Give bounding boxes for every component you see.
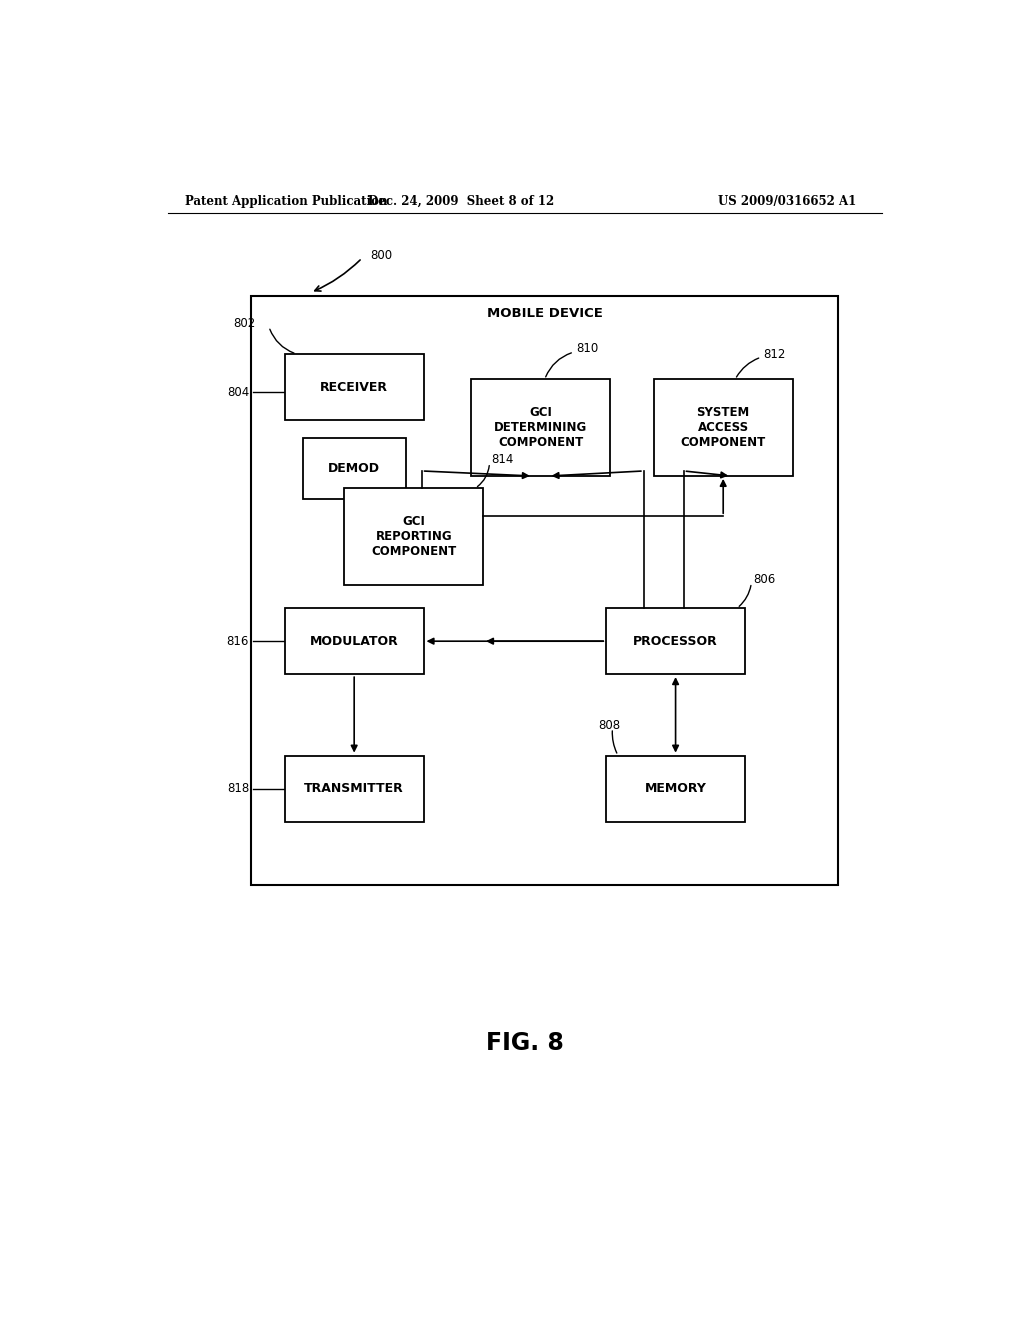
- Text: 810: 810: [577, 342, 599, 355]
- Text: 814: 814: [492, 453, 513, 466]
- Bar: [251, 296, 839, 886]
- Bar: [344, 488, 483, 585]
- Text: GCI
REPORTING
COMPONENT: GCI REPORTING COMPONENT: [371, 515, 457, 558]
- Bar: [285, 354, 424, 420]
- Bar: [285, 755, 424, 821]
- Text: GCI
DETERMINING
COMPONENT: GCI DETERMINING COMPONENT: [494, 407, 588, 449]
- Bar: [606, 609, 745, 675]
- Text: PROCESSOR: PROCESSOR: [633, 635, 718, 648]
- Bar: [285, 609, 424, 675]
- Text: Patent Application Publication: Patent Application Publication: [185, 194, 388, 207]
- Text: SYSTEM
ACCESS
COMPONENT: SYSTEM ACCESS COMPONENT: [681, 407, 766, 449]
- Bar: [471, 379, 610, 477]
- Text: MOBILE DEVICE: MOBILE DEVICE: [486, 308, 602, 321]
- Text: RECEIVER: RECEIVER: [321, 380, 388, 393]
- Text: MODULATOR: MODULATOR: [310, 635, 398, 648]
- Text: 816: 816: [226, 635, 249, 648]
- Text: 804: 804: [226, 385, 249, 399]
- Text: US 2009/0316652 A1: US 2009/0316652 A1: [718, 194, 856, 207]
- Text: FIG. 8: FIG. 8: [485, 1031, 564, 1055]
- Text: 806: 806: [753, 573, 775, 586]
- Text: 802: 802: [233, 317, 255, 330]
- Text: 812: 812: [763, 347, 785, 360]
- Text: MEMORY: MEMORY: [645, 781, 707, 795]
- Text: 808: 808: [598, 718, 621, 731]
- Text: DEMOD: DEMOD: [328, 462, 380, 475]
- Text: 800: 800: [370, 249, 392, 263]
- Bar: [303, 438, 406, 499]
- Bar: [606, 755, 745, 821]
- Bar: [653, 379, 793, 477]
- Text: TRANSMITTER: TRANSMITTER: [304, 781, 404, 795]
- Text: 818: 818: [226, 781, 249, 795]
- Text: Dec. 24, 2009  Sheet 8 of 12: Dec. 24, 2009 Sheet 8 of 12: [369, 194, 554, 207]
